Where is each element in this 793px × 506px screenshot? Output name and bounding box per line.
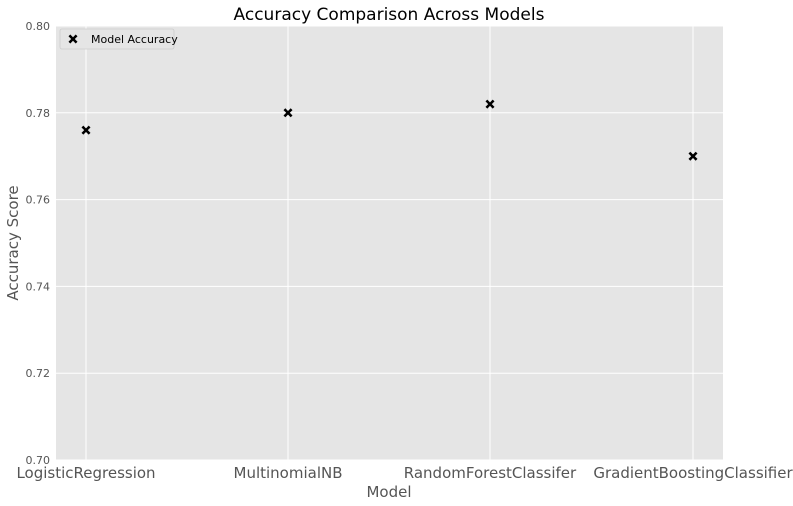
data-point-randomforestclassifer (485, 99, 495, 109)
x-tick-label: GradientBoostingClassifier (593, 464, 793, 482)
legend-box (59, 28, 175, 50)
x-tick-labels: LogisticRegression MultinomialNB RandomFor… (16, 464, 793, 482)
data-point-multinomialnb (283, 108, 293, 118)
x-tick-label: RandomForestClassifer (404, 464, 577, 482)
y-axis-label: Accuracy Score (4, 185, 22, 300)
y-tick-label: 0.72 (26, 367, 51, 380)
legend-entry-model-accuracy: Model Accuracy (91, 33, 178, 46)
y-tick-label: 0.80 (26, 20, 51, 33)
data-point-gradientboostingclassifier (688, 151, 698, 161)
legend: Model Accuracy (59, 28, 178, 50)
chart-title: Accuracy Comparison Across Models (234, 5, 545, 25)
grid-lines (56, 25, 723, 461)
x-tick-label: MultinomialNB (234, 464, 343, 482)
x-axis-label: Model (366, 483, 411, 501)
y-tick-label: 0.70 (26, 454, 51, 467)
y-tick-label: 0.76 (26, 194, 51, 207)
y-tick-label: 0.74 (26, 280, 51, 293)
data-point-logisticregression (81, 125, 91, 135)
data-points (81, 99, 698, 161)
legend-marker-x-icon (68, 34, 78, 44)
plot-background (56, 26, 723, 460)
y-tick-label: 0.78 (26, 107, 51, 120)
y-tick-labels: 0.70 0.72 0.74 0.76 0.78 0.80 (26, 20, 51, 467)
x-tick-label: LogisticRegression (16, 464, 155, 482)
